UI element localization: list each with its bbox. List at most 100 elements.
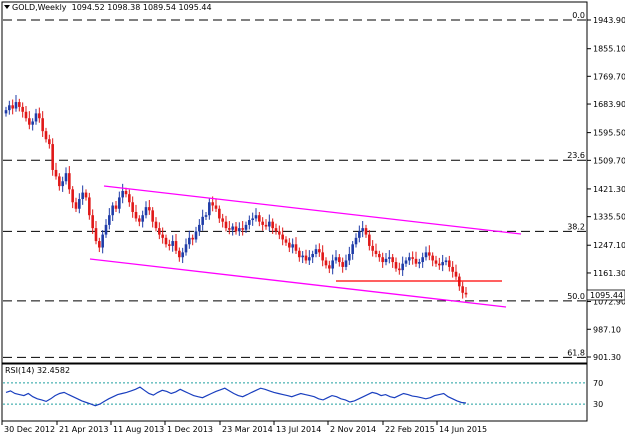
candlesticks <box>4 94 468 299</box>
candle <box>258 211 261 227</box>
candle <box>38 107 41 123</box>
candle <box>191 234 194 246</box>
candle <box>321 245 324 267</box>
candle <box>294 237 298 254</box>
candle <box>128 189 131 207</box>
candle <box>18 98 21 112</box>
candle <box>94 221 98 245</box>
time-axis-label: 1 Dec 2013 <box>167 425 213 434</box>
candle <box>421 252 424 268</box>
fibonacci-levels: 0.0 23.6 38.2 50.0 61.8 <box>3 11 586 358</box>
price-axis-label: 1855.10 <box>593 45 625 54</box>
candle <box>428 245 431 261</box>
candle <box>344 254 348 271</box>
ohlc-values: 1094.52 1098.38 1089.54 1095.44 <box>71 3 212 12</box>
candle <box>91 209 94 234</box>
rsi-panel-frame <box>1 363 588 422</box>
candle <box>178 247 181 262</box>
candle <box>351 241 354 260</box>
candle <box>244 221 248 233</box>
candle <box>68 166 71 194</box>
fib-level-label: 0.0 <box>572 11 585 20</box>
candle <box>371 240 374 257</box>
candle <box>254 208 258 222</box>
time-axis: 30 Dec 2012 21 Apr 2013 11 Aug 2013 1 Dec 2… <box>1 421 487 434</box>
candle <box>41 111 44 137</box>
candle <box>201 209 204 231</box>
candle <box>158 222 161 240</box>
candle <box>274 223 278 235</box>
candle <box>431 252 434 267</box>
candle <box>401 256 404 276</box>
price-axis-label: 1421.30 <box>593 185 625 194</box>
channel-upper-line[interactable] <box>103 185 522 235</box>
time-axis-label: 21 Apr 2013 <box>59 425 108 434</box>
candle <box>208 197 211 220</box>
candle <box>168 239 171 251</box>
candle <box>361 221 364 238</box>
time-axis-label: 23 Mar 2014 <box>222 425 273 434</box>
candle <box>204 211 208 221</box>
candle <box>31 118 34 131</box>
candle <box>448 255 451 272</box>
candle <box>248 215 251 230</box>
fib-level-label: 23.6 <box>567 151 585 160</box>
rsi-level-label: 70 <box>593 379 603 388</box>
candle <box>174 233 178 254</box>
candle <box>334 250 338 264</box>
candle <box>88 192 91 220</box>
candle <box>141 210 144 228</box>
candle <box>51 138 54 176</box>
candle <box>8 100 11 115</box>
time-axis-label: 13 Jul 2014 <box>276 425 321 434</box>
candle <box>328 260 331 274</box>
candle <box>101 230 104 254</box>
candle <box>71 186 74 209</box>
candle <box>278 225 281 240</box>
candle <box>124 187 128 198</box>
candle <box>164 234 168 248</box>
time-axis-label: 11 Aug 2013 <box>113 425 164 434</box>
symbol-timeframe: GOLD,Weekly <box>12 3 67 12</box>
candle <box>358 225 361 243</box>
price-axis-label: 1335.50 <box>593 213 625 222</box>
price-axis-label: 1072.90 <box>593 298 625 307</box>
candle <box>24 105 28 122</box>
candle <box>461 281 464 299</box>
channel-lower-line[interactable] <box>89 258 507 308</box>
price-axis-label: 1247.10 <box>593 241 625 250</box>
price-axis-label: 1943.90 <box>593 16 625 25</box>
candle <box>418 258 421 269</box>
candle <box>288 238 291 253</box>
candle <box>414 251 418 267</box>
candle <box>61 176 64 192</box>
candle <box>14 94 18 112</box>
price-axis-label: 901.30 <box>593 353 621 362</box>
candle <box>308 250 311 265</box>
candle <box>451 261 454 278</box>
price-axis-label: 1161.30 <box>593 269 625 278</box>
candle <box>341 257 344 273</box>
candle <box>301 251 304 264</box>
candle <box>291 238 294 254</box>
main-chart-frame <box>1 1 588 364</box>
candle <box>131 196 134 218</box>
candle <box>154 217 158 232</box>
price-axis-label: 1769.70 <box>593 72 625 81</box>
candle <box>104 219 108 238</box>
collapse-triangle-icon[interactable] <box>4 5 10 9</box>
candle <box>11 99 14 115</box>
candle <box>368 230 371 251</box>
candle <box>238 222 241 236</box>
candle <box>424 246 428 261</box>
candle <box>4 106 8 117</box>
candle <box>171 235 174 252</box>
candle <box>21 102 24 118</box>
rsi-level-label: 30 <box>593 400 603 409</box>
candle <box>268 214 271 232</box>
candle <box>118 191 121 214</box>
last-price-value: 1095.44 <box>590 291 623 300</box>
candle <box>411 251 414 265</box>
candle <box>198 219 201 236</box>
